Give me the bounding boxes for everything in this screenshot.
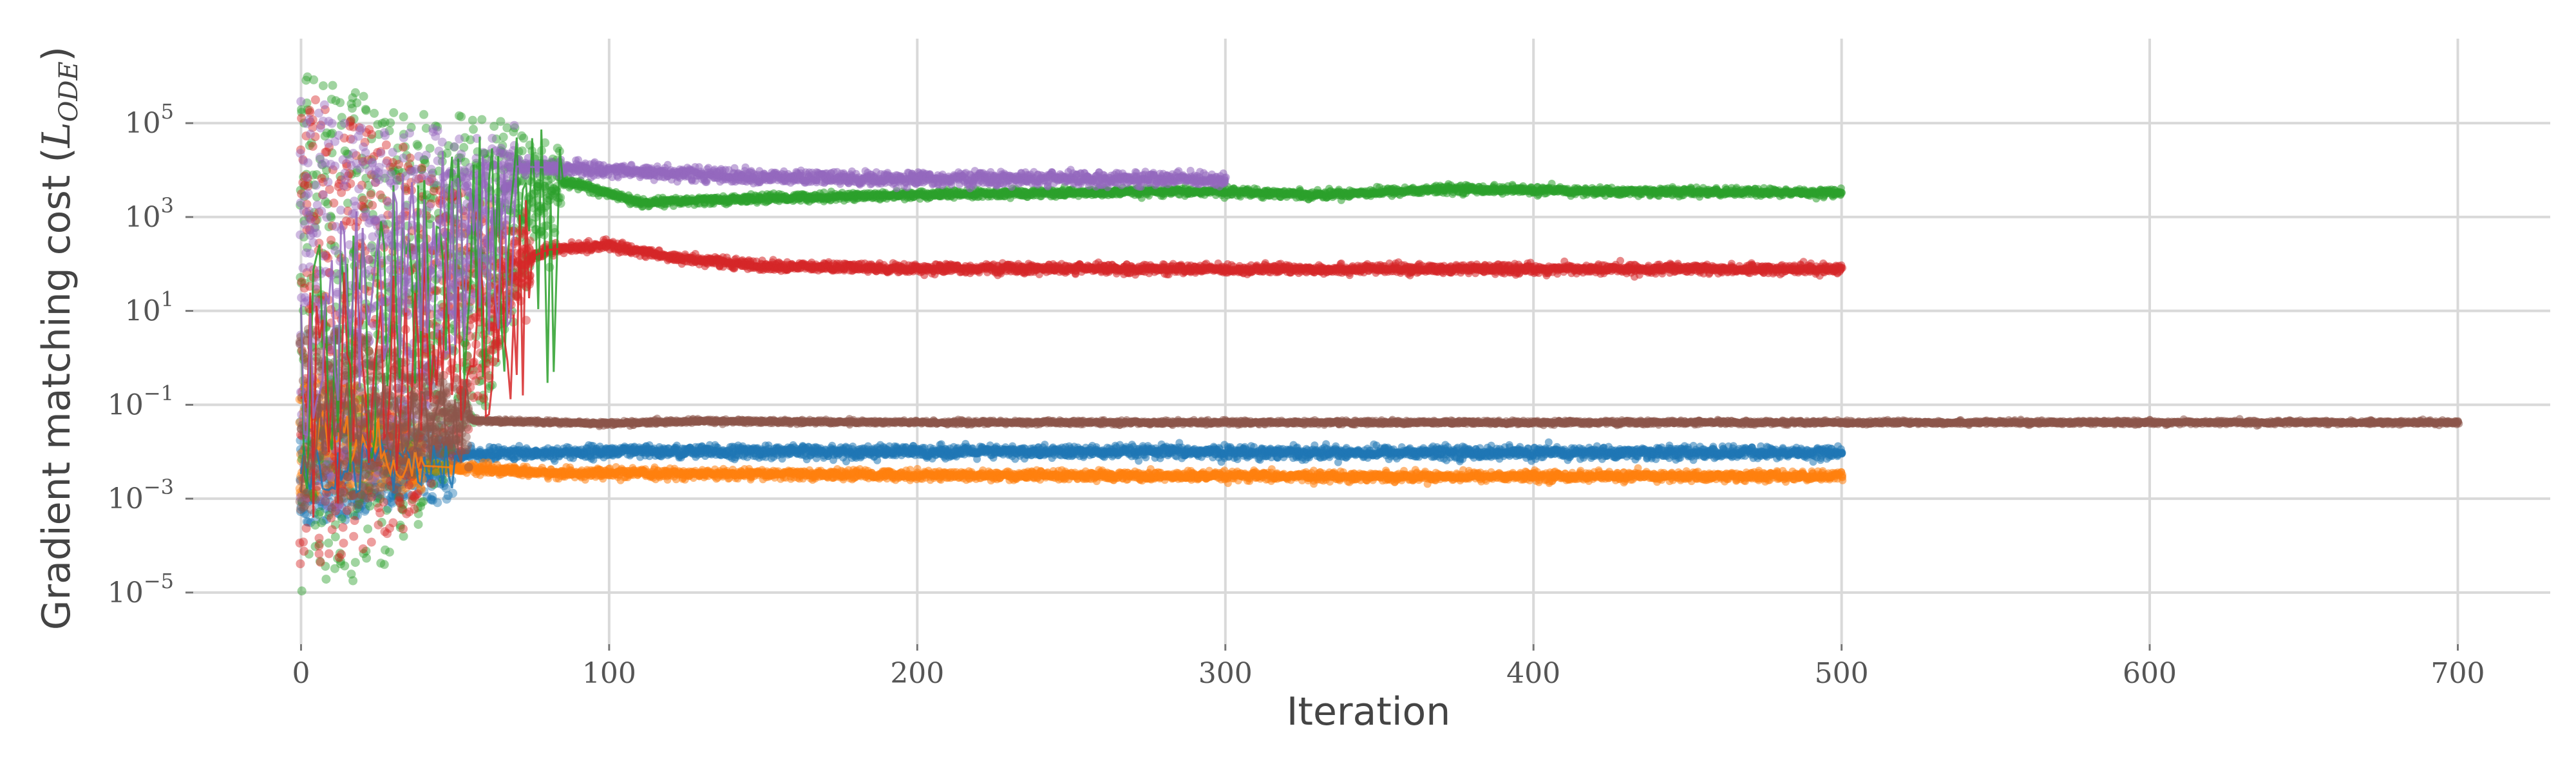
data-point: [1545, 439, 1553, 446]
x-tick-label: 100: [582, 657, 636, 690]
data-point: [448, 489, 457, 498]
x-tick-label: 600: [2123, 657, 2177, 690]
series-2-points: [296, 373, 1847, 502]
x-tick-label: 0: [292, 657, 310, 690]
y-tick-label: 10−1: [108, 381, 174, 421]
y-tick-label: 10−3: [108, 475, 174, 515]
x-tick-label: 300: [1198, 657, 1253, 690]
x-tick-label: 400: [1506, 657, 1560, 690]
x-tick-label: 700: [2430, 657, 2485, 690]
y-tick-label: 105: [125, 99, 174, 140]
y-tick-label: 103: [125, 193, 174, 234]
x-tick-label: 500: [1815, 657, 1869, 690]
scatter-points: [296, 72, 2463, 595]
data-point: [1837, 445, 1845, 453]
y-tick-label: 101: [125, 287, 174, 328]
x-tick-label: 200: [890, 657, 944, 690]
data-point: [433, 498, 442, 507]
y-tick-label: 10−5: [108, 569, 174, 609]
